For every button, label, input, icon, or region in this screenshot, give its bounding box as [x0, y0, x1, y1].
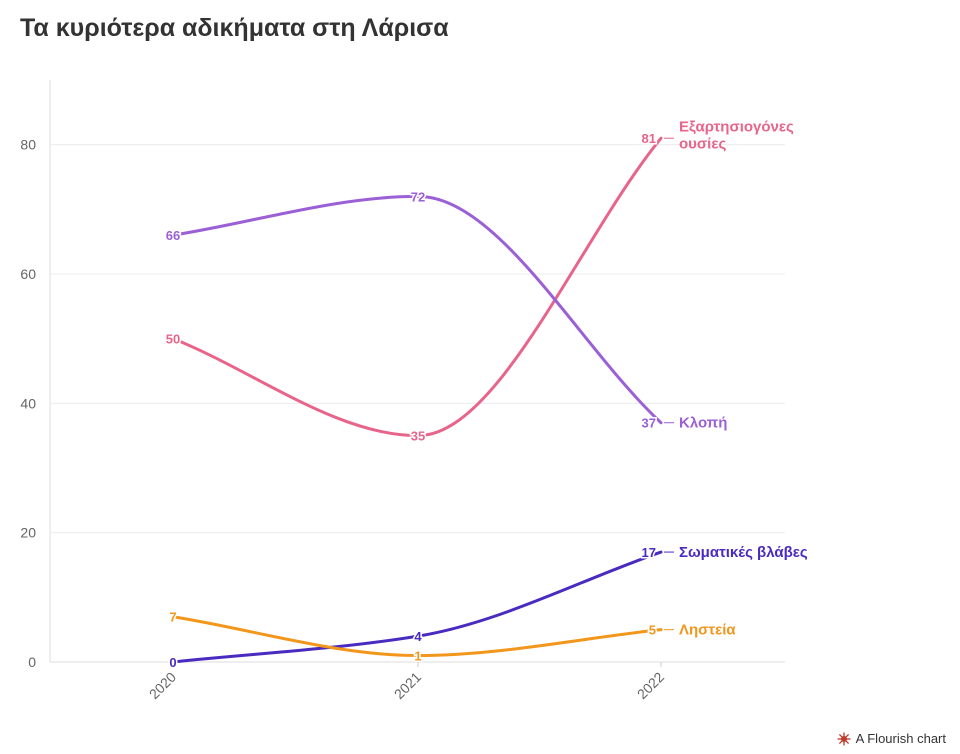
series-line — [171, 194, 663, 425]
data-label: 50 — [166, 332, 180, 347]
flourish-credit[interactable]: A Flourish chart — [837, 731, 946, 746]
series-line — [171, 136, 663, 438]
data-label: 35 — [411, 429, 425, 444]
data-label: 17 — [642, 545, 656, 560]
y-tick-label: 20 — [20, 525, 36, 541]
series-line — [171, 615, 663, 658]
series-label: Ληστεία — [679, 622, 736, 639]
data-labels: 50 35 81 Εξαρτησιογόνες ουσίες 66 72 37 Κλοπή 0 4 1… — [164, 119, 808, 672]
chart-title: Τα κυριότερα αδικήματα στη Λάρισα — [20, 14, 449, 42]
data-label: 1 — [414, 649, 421, 664]
data-label: 5 — [649, 623, 656, 638]
data-label: 0 — [169, 655, 176, 670]
x-tick-label: 2021 — [391, 669, 424, 702]
series-label: Κλοπή — [679, 415, 727, 432]
x-axis: 2020 2021 2022 — [146, 662, 667, 702]
series-label: Σωματικές βλάβες — [679, 544, 808, 561]
data-label: 72 — [411, 189, 425, 204]
gridlines — [49, 80, 785, 663]
series-line — [171, 550, 663, 664]
y-tick-label: 80 — [20, 137, 36, 153]
x-tick-label: 2020 — [146, 669, 179, 702]
x-tick-label: 2022 — [634, 669, 667, 702]
data-label: 7 — [169, 610, 176, 625]
y-tick-label: 60 — [20, 266, 36, 282]
y-tick-label: 0 — [28, 654, 36, 670]
series-lines — [171, 136, 663, 664]
data-label: 66 — [166, 228, 180, 243]
series-label: Εξαρτησιογόνες ουσίες — [679, 119, 794, 153]
y-tick-label: 40 — [20, 395, 36, 411]
data-label: 4 — [414, 629, 422, 644]
data-label: 37 — [642, 416, 656, 431]
credit-text: A Flourish chart — [855, 731, 946, 746]
data-label: 81 — [642, 131, 656, 146]
flourish-logo-icon — [837, 732, 851, 745]
y-axis: 0 20 40 60 80 — [20, 137, 36, 670]
